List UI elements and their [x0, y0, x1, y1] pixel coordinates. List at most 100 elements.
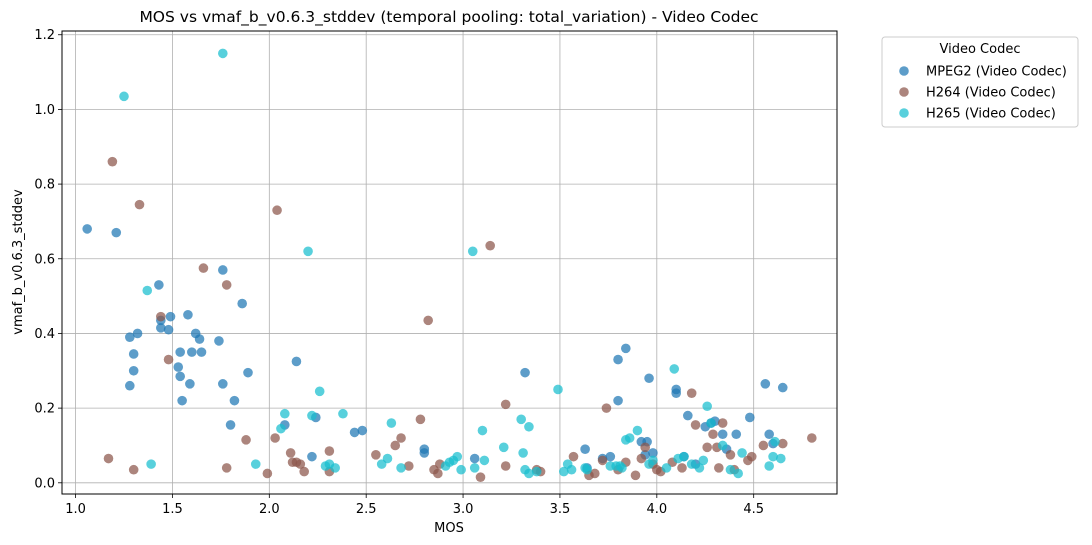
data-point: [582, 464, 592, 475]
data-point: [553, 384, 563, 395]
data-point: [125, 332, 135, 342]
x-axis-ticks: 1.0 1.5 2.0 2.5 3.0 3.5 4.0 4.5: [65, 494, 764, 517]
data-point: [580, 444, 590, 454]
data-point: [702, 401, 712, 412]
data-point: [679, 451, 689, 462]
data-point: [776, 453, 786, 464]
series-2: [119, 48, 786, 479]
data-point: [404, 461, 414, 471]
data-point: [119, 91, 129, 102]
x-tick-label: 4.5: [743, 502, 764, 517]
legend-label: H264 (Video Codec): [926, 86, 1056, 101]
data-point: [307, 451, 317, 462]
data-point: [419, 448, 430, 458]
data-points: [82, 48, 817, 482]
data-point: [640, 442, 650, 453]
data-point: [717, 429, 728, 440]
data-point: [566, 464, 577, 475]
plot-frame: [61, 30, 838, 495]
data-point: [175, 347, 185, 357]
data-point: [241, 435, 251, 445]
data-point: [733, 468, 743, 479]
data-point: [386, 418, 397, 428]
x-tick-label: 3.5: [550, 502, 571, 517]
data-point: [708, 429, 718, 440]
data-point: [146, 459, 156, 469]
data-point: [690, 420, 701, 430]
data-point: [165, 311, 176, 322]
data-point: [745, 412, 755, 423]
data-point: [125, 380, 135, 391]
data-point: [307, 410, 317, 421]
data-point: [154, 280, 164, 290]
data-point: [630, 470, 641, 481]
data-point: [601, 403, 612, 413]
data-point: [295, 459, 306, 469]
x-tick-label: 2.0: [259, 502, 280, 517]
data-point: [686, 459, 697, 469]
data-point: [746, 451, 757, 462]
data-point: [777, 382, 788, 393]
data-point: [103, 453, 114, 464]
data-point: [725, 464, 736, 475]
data-point: [415, 414, 426, 425]
data-point: [183, 309, 193, 320]
legend-box: [881, 36, 1079, 128]
data-point: [433, 468, 443, 479]
series-1: [103, 156, 817, 482]
data-point: [717, 418, 728, 428]
data-point: [500, 399, 511, 410]
data-point: [270, 433, 280, 443]
data-point: [218, 379, 228, 389]
data-point: [349, 427, 360, 438]
data-point: [737, 448, 747, 458]
data-point: [214, 336, 224, 346]
data-point: [272, 205, 282, 216]
data-point: [371, 449, 381, 460]
data-point: [280, 408, 290, 419]
data-point: [396, 463, 406, 473]
data-point: [568, 451, 579, 462]
data-point: [390, 440, 401, 451]
data-point: [661, 463, 672, 473]
x-tick-label: 2.5: [356, 502, 377, 517]
data-point: [498, 442, 509, 453]
data-point: [677, 463, 687, 473]
legend: Video Codec MPEG2 (Video Codec) H264 (Vid…: [881, 36, 1079, 128]
data-point: [185, 379, 195, 389]
data-point: [469, 453, 480, 464]
legend-items: MPEG2 (Video Codec) H264 (Video Codec) H26…: [899, 65, 1067, 122]
data-point: [142, 285, 153, 296]
data-point: [221, 280, 232, 290]
y-tick-label: 0.6: [34, 252, 55, 267]
data-point: [338, 408, 348, 419]
data-point: [163, 324, 174, 335]
data-point: [218, 48, 228, 59]
data-point: [237, 298, 247, 309]
data-point: [613, 395, 623, 406]
data-point: [605, 451, 616, 462]
x-axis-label: MOS: [434, 521, 464, 536]
chart-title: MOS vs vmaf_b_v0.6.3_stddev (temporal po…: [139, 8, 758, 27]
data-point: [194, 334, 205, 344]
data-point: [82, 224, 92, 234]
data-point: [134, 199, 145, 210]
data-point: [250, 459, 261, 469]
y-tick-label: 0.4: [34, 327, 55, 342]
x-tick-label: 1.5: [162, 502, 183, 517]
data-point: [516, 414, 526, 425]
data-point: [291, 356, 302, 367]
data-point: [175, 371, 185, 382]
data-point: [648, 455, 658, 466]
legend-label: H265 (Video Codec): [926, 107, 1056, 122]
data-point: [714, 463, 724, 473]
data-point: [477, 425, 488, 436]
data-point: [683, 410, 693, 421]
data-point: [524, 468, 534, 479]
data-point: [518, 448, 528, 458]
data-point: [243, 367, 253, 378]
data-point: [760, 379, 771, 389]
y-tick-label: 0.8: [34, 178, 55, 193]
data-point: [717, 440, 728, 451]
data-point: [559, 466, 569, 477]
